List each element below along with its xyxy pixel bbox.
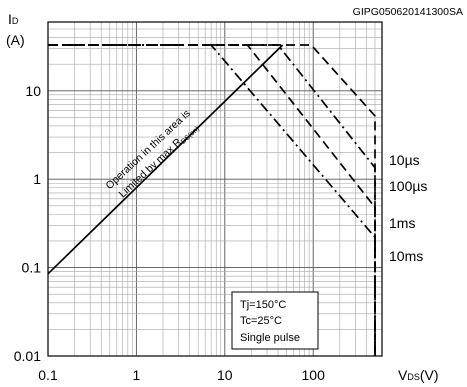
- y-tick-label: 0.1: [22, 260, 42, 276]
- y-tick-label: 1: [33, 171, 41, 187]
- figure-code: GIPG050620141300SA: [353, 6, 463, 18]
- series-label-10ms: 10ms: [389, 248, 423, 264]
- plot-frame: [47, 21, 383, 357]
- y-tick-label: 0.01: [14, 348, 41, 364]
- condition-tj: Tj=150°C: [240, 299, 286, 311]
- y-axis-label: ID: [8, 11, 19, 27]
- y-tick-label: 10: [25, 83, 41, 99]
- conditions-box: [231, 291, 319, 350]
- series-label-1ms: 1ms: [389, 215, 415, 231]
- series-line-10ms: [48, 44, 376, 356]
- condition-pulse: Single pulse: [240, 332, 300, 344]
- y-tick-labels: 0.01 0.1 1 10: [14, 83, 41, 364]
- y-axis-unit: (A): [6, 32, 25, 48]
- x-tick-labels: 0.1 1 10 100: [38, 367, 325, 383]
- x-tick-label: 0.1: [38, 367, 58, 383]
- series-labels: 10µs 100µs 1ms 10ms: [389, 152, 427, 264]
- x-axis-label: VDS(V): [398, 367, 439, 383]
- series-layer: [47, 44, 376, 356]
- x-tick-label: 1: [133, 367, 141, 383]
- x-tick-label: 100: [302, 367, 326, 383]
- series-label-100us: 100µs: [389, 178, 427, 194]
- series-label-10us: 10µs: [389, 152, 420, 168]
- series-line-rdson: [47, 44, 284, 275]
- x-tick-label: 10: [217, 367, 233, 383]
- condition-tc: Tc=25°C: [240, 315, 282, 327]
